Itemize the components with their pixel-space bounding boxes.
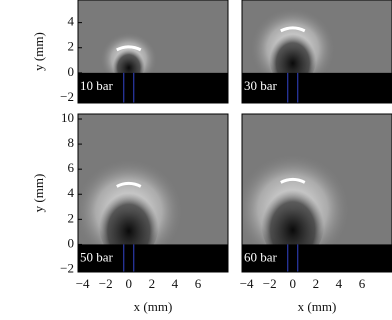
panel-annotation: 50 bar [80,249,114,264]
y-axis-label: y (mm) [31,32,46,71]
solid-base [78,72,228,103]
x-tick-label: −4 [240,276,254,291]
y-tick-label: 4 [68,14,75,29]
panel-annotation: 60 bar [244,249,278,264]
y-tick-label: 8 [68,135,75,150]
image-panel [78,0,228,103]
flame-front [116,181,142,188]
x-tick-label: 6 [195,276,202,291]
x-tick-label: 2 [313,276,320,291]
panel-frame [77,0,229,104]
image-panel [78,114,228,272]
image-panel [242,0,392,103]
x-tick-label: −2 [263,276,277,291]
panel: 30 bar [241,0,392,104]
panel: 10 bar −2 0 2 4 y (mm) [31,0,229,104]
image-panel [242,114,392,272]
panel-annotation: 10 bar [80,78,114,93]
flame-core [269,28,317,87]
y-tick-label: −2 [60,260,74,275]
solid-base [242,72,392,103]
panel-frame [241,113,392,273]
x-axis-label: x (mm) [298,299,337,314]
flame-front [280,26,306,33]
y-tick-label: 2 [68,210,75,225]
x-tick-label: 4 [172,276,179,291]
panel-frame [241,0,392,104]
y-tick-label: 0 [68,64,75,79]
flame-core [261,181,325,263]
solid-base [78,244,228,272]
panel-annotation: 30 bar [244,78,278,93]
y-tick-label: 6 [68,160,75,175]
flame-front [116,45,142,52]
y-tick-label: 4 [68,185,75,200]
y-tick-label: 10 [61,110,74,125]
y-tick-label: −2 [60,89,74,104]
x-tick-label: 0 [290,276,297,291]
x-tick-label: −4 [76,276,90,291]
flame-core [98,185,159,262]
y-axis-label: y (mm) [31,174,46,213]
solid-base [242,244,392,272]
x-axis-label: x (mm) [134,299,173,314]
panel-frame [77,113,229,273]
flame-front [280,177,306,184]
x-tick-label: 4 [336,276,343,291]
x-tick-label: 0 [126,276,133,291]
y-tick-label: 2 [68,39,75,54]
panel: 60 bar −4 −2 0 2 4 6 x (mm) [240,113,392,314]
x-tick-label: 6 [359,276,366,291]
x-tick-label: 2 [149,276,156,291]
y-tick-label: 0 [68,235,75,250]
x-tick-label: −2 [99,276,113,291]
